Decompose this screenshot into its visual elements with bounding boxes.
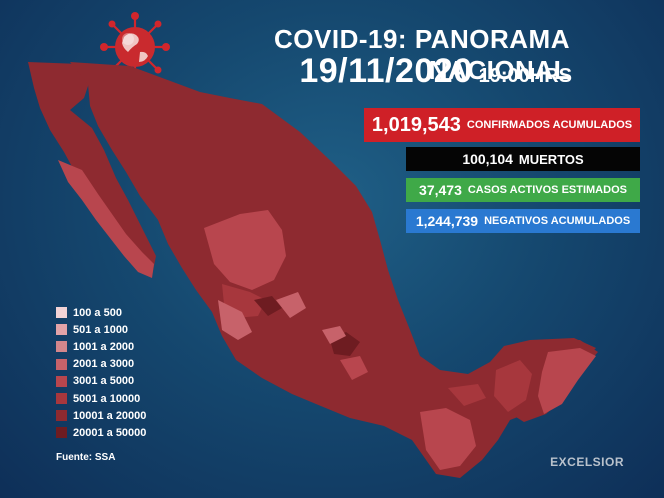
legend: 100 a 500 501 a 1000 1001 a 2000 2001 a … <box>56 304 146 442</box>
negative-stat: 1,244,739 NEGATIVOS ACUMULADOS <box>406 209 640 233</box>
region-oaxaca <box>420 408 476 470</box>
legend-item: 1001 a 2000 <box>56 338 146 355</box>
active-label: CASOS ACTIVOS ESTIMADOS <box>467 184 627 196</box>
region-puebla <box>322 326 346 344</box>
page-title: COVID-19: PANORAMA NACIONAL <box>274 24 570 85</box>
legend-item: 20001 a 50000 <box>56 424 146 441</box>
legend-swatch <box>56 393 67 405</box>
legend-item: 501 a 1000 <box>56 321 146 338</box>
confirmed-stat: 1,019,543 CONFIRMADOS ACUMULADOS <box>364 108 640 142</box>
confirmed-label: CONFIRMADOS ACUMULADOS <box>466 119 633 131</box>
negative-value: 1,244,739 <box>415 213 479 229</box>
legend-label: 5001 a 10000 <box>73 392 141 405</box>
legend-swatch <box>56 307 67 319</box>
negative-label: NEGATIVOS ACUMULADOS <box>484 215 631 227</box>
confirmed-value: 1,019,543 <box>371 113 461 136</box>
legend-label: 10001 a 20000 <box>73 409 147 422</box>
legend-item: 2001 a 3000 <box>56 356 146 373</box>
active-value: 37,473 <box>419 182 462 198</box>
region-baja-california-sur <box>58 160 154 278</box>
legend-item: 3001 a 5000 <box>56 373 146 390</box>
region-baja-california <box>28 62 156 276</box>
brand-logo: EXCELSIOR <box>550 455 624 469</box>
legend-item: 100 a 500 <box>56 304 146 321</box>
legend-label: 501 a 1000 <box>73 323 129 336</box>
report-date: 19/11/2020 19:00HRS <box>200 52 572 91</box>
legend-label: 100 a 500 <box>73 306 122 319</box>
region-aguascalientes <box>254 296 282 316</box>
legend-swatch <box>56 341 67 353</box>
date-text: 19/11/2020 <box>299 52 473 90</box>
legend-swatch <box>56 375 67 387</box>
legend-swatch <box>56 358 67 370</box>
time-text: 19:00HRS <box>478 65 572 87</box>
region-northwest <box>70 62 596 478</box>
deaths-value: 100,104 <box>462 151 513 167</box>
legend-swatch <box>56 427 67 439</box>
legend-item: 10001 a 20000 <box>56 407 146 424</box>
deaths-stat: 100,104 MUERTOS <box>406 147 640 171</box>
region-chiapas <box>494 360 532 412</box>
legend-swatch <box>56 410 67 422</box>
deaths-label: MUERTOS <box>518 151 584 167</box>
legend-swatch <box>56 324 67 336</box>
legend-label: 2001 a 3000 <box>73 358 135 371</box>
region-jalisco <box>218 300 252 340</box>
region-quintana-roo <box>538 348 596 414</box>
active-stat: 37,473 CASOS ACTIVOS ESTIMADOS <box>406 178 640 202</box>
legend-label: 1001 a 2000 <box>73 340 135 353</box>
region-guanajuato <box>276 292 306 318</box>
source-note: Fuente: SSA <box>56 452 116 463</box>
region-zacatecas <box>204 210 286 290</box>
region-tabasco <box>448 384 486 406</box>
legend-label: 3001 a 5000 <box>73 375 135 388</box>
region-morelos <box>340 356 368 380</box>
legend-label: 20001 a 50000 <box>73 426 147 439</box>
legend-item: 5001 a 10000 <box>56 390 146 407</box>
